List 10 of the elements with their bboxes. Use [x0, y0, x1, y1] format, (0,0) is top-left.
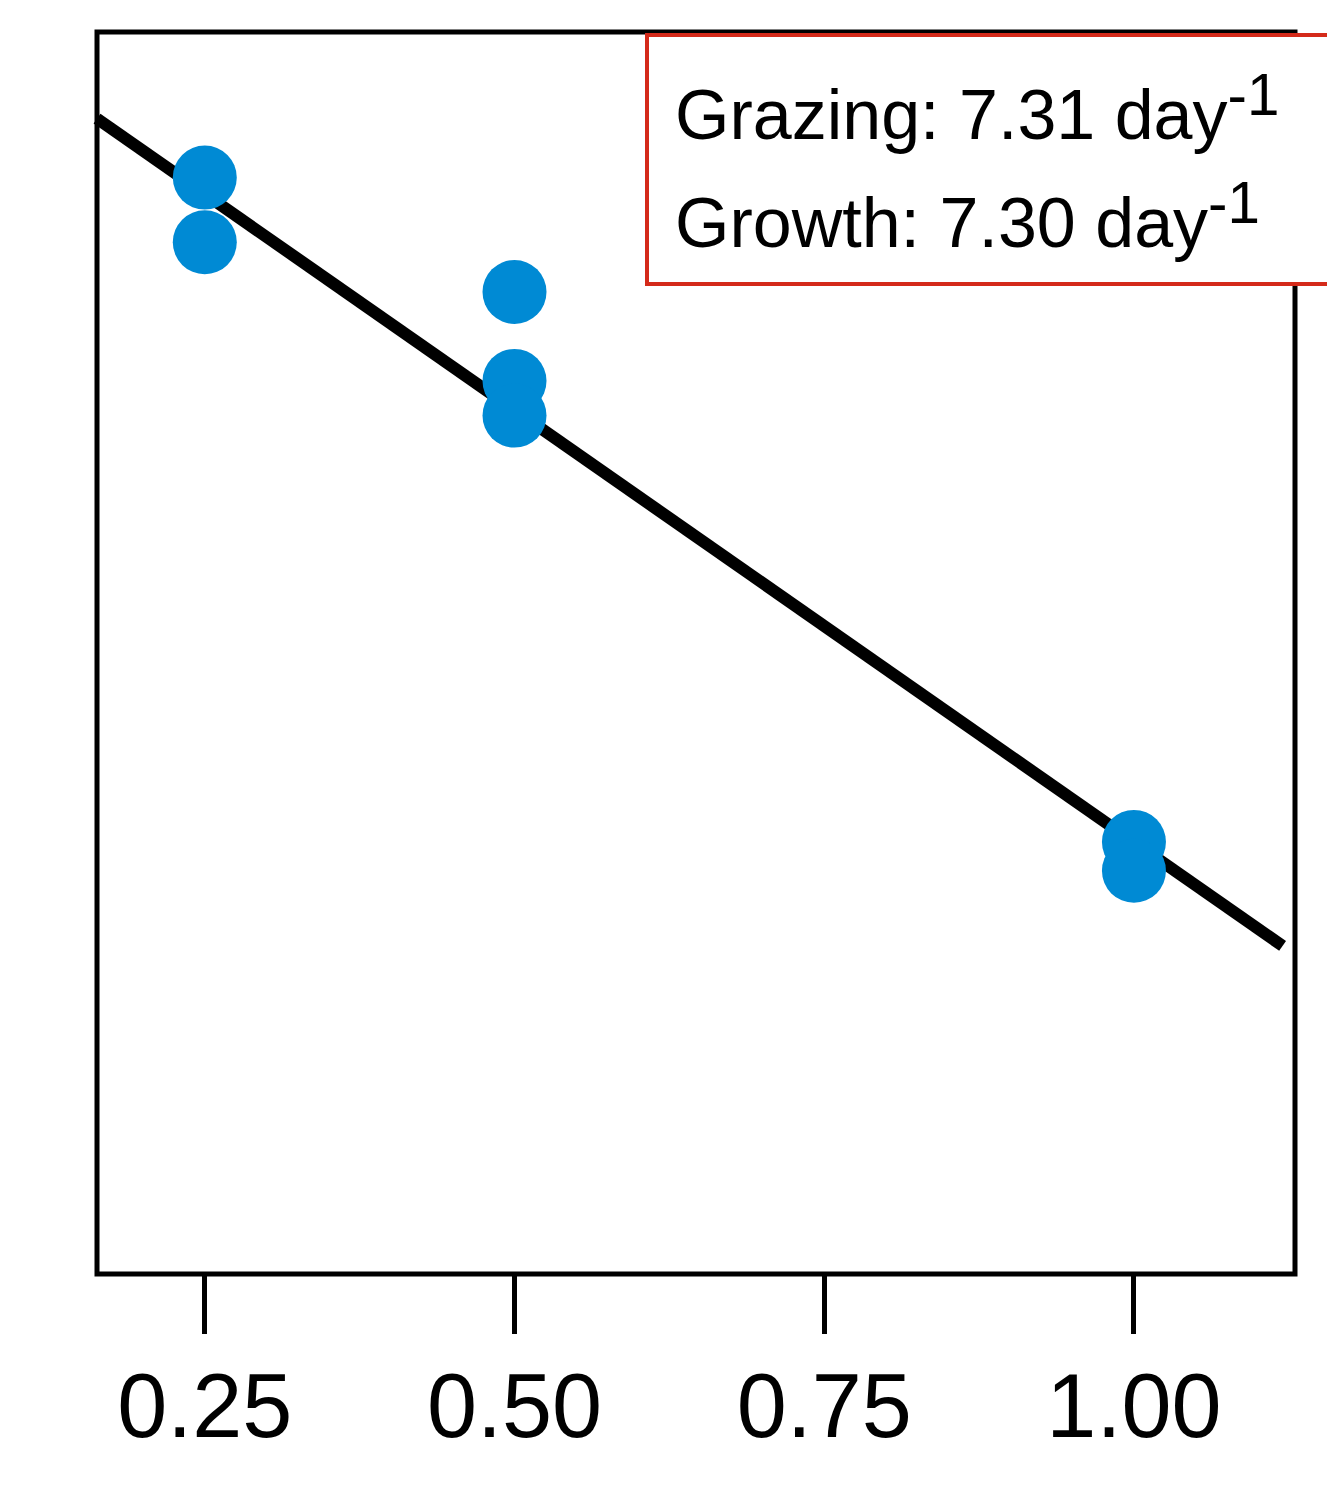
x-tick-label: 0.50: [426, 1355, 603, 1456]
x-tick-label: 0.25: [117, 1355, 293, 1456]
x-tick-label: 0.75: [736, 1355, 912, 1456]
annotation: Growth: 7.30 day$^{-1}$: [675, 169, 1261, 265]
note-box: Grazing: 7.31 day$^{-1}$ Growth: 7.30 day$^{-1}$: [645, 33, 1327, 286]
point: [482, 259, 547, 324]
point: [172, 210, 237, 275]
annotation: Grazing: 7.31 day$^{-1}$: [675, 61, 1281, 157]
point: [172, 145, 237, 210]
x-tick-label: 1.00: [1046, 1355, 1222, 1456]
